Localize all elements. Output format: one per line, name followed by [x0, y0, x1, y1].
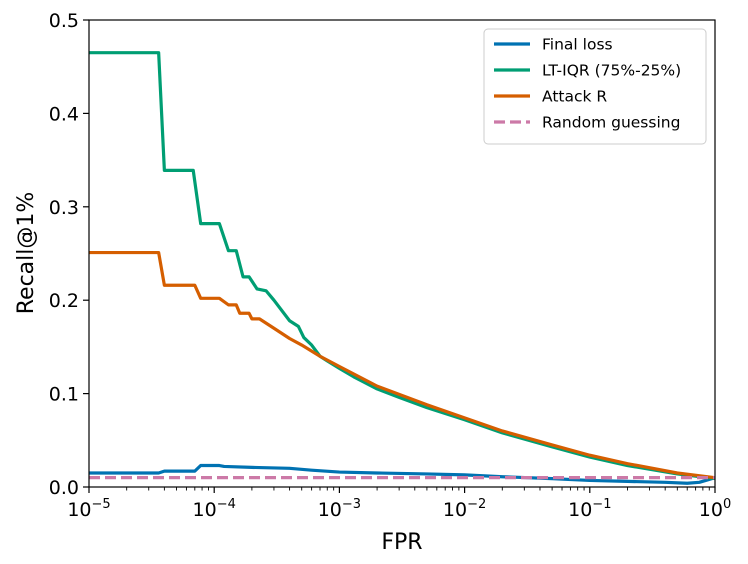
y-axis: 0.0 0.1 0.2 0.3 0.4 0.5	[49, 10, 89, 499]
x-axis: 10−5 10−4 10−3 10−2 10−1 100	[67, 487, 731, 521]
y-tick-label: 0.5	[49, 10, 79, 32]
x-tick-label: 10−4	[193, 497, 236, 521]
series-line-final-loss	[89, 463, 716, 485]
x-tick-label: 10−5	[67, 497, 110, 521]
legend-box	[483, 28, 707, 145]
x-tick-label: 10−1	[568, 497, 611, 521]
y-axis-label: Recall@1%	[14, 192, 39, 315]
legend: Final loss LT-IQR (75%-25%) Attack R Random…	[483, 28, 707, 145]
legend-entry: LT-IQR (75%-25%)	[542, 62, 681, 80]
y-tick-label: 0.4	[49, 103, 79, 125]
y-tick-label: 0.0	[49, 477, 79, 499]
y-tick-label: 0.2	[49, 290, 79, 312]
x-axis-label: FPR	[381, 530, 422, 555]
y-tick-label: 0.1	[49, 384, 79, 406]
y-tick-label: 0.3	[49, 197, 79, 219]
legend-entry: Attack R	[542, 88, 607, 106]
legend-entry: Random guessing	[542, 114, 680, 132]
x-tick-label: 100	[699, 497, 731, 521]
x-tick-label: 10−3	[318, 497, 361, 521]
plot-frame	[88, 19, 716, 488]
x-tick-label: 10−2	[443, 497, 486, 521]
series-line-attack-r	[89, 250, 716, 480]
legend-entry: Final loss	[542, 36, 613, 54]
series-layer	[89, 51, 716, 485]
series-line-lt-iqr-75-25	[89, 51, 716, 481]
